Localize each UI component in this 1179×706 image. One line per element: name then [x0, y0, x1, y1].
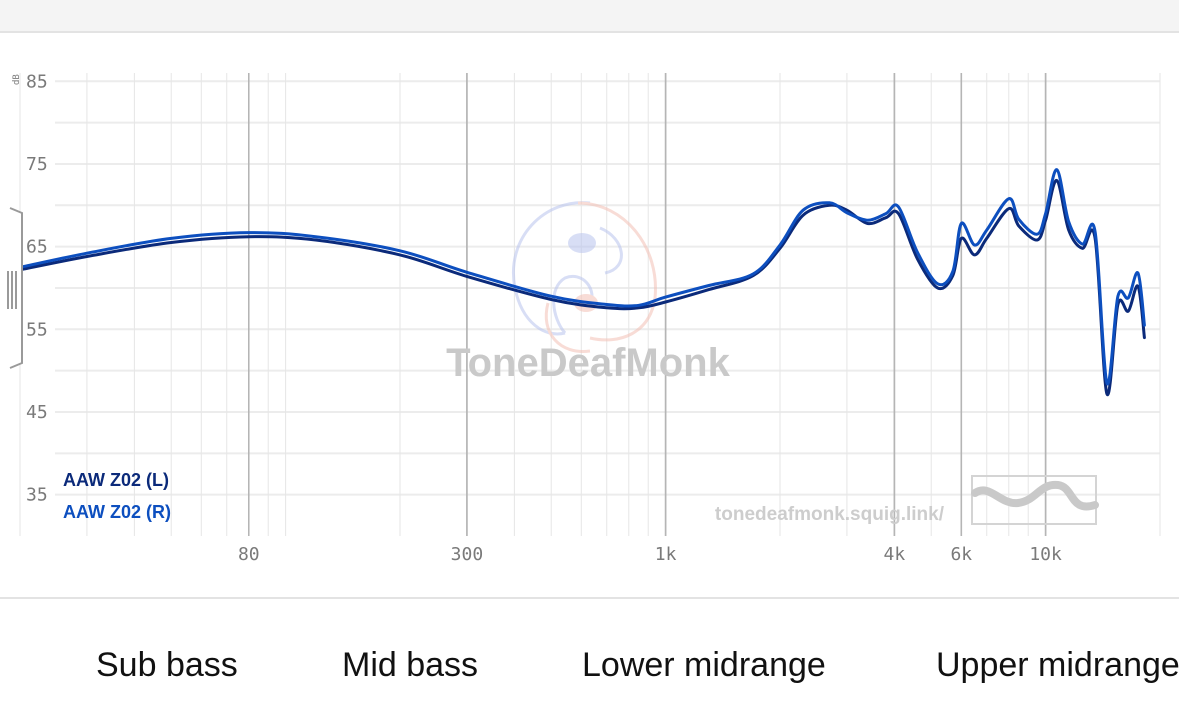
y-tick-label: 85 [26, 71, 48, 92]
frequency-response-graph: ToneDeafMonk 85 75 65 55 45 35 80 300 1k 4k 6k 10k … [0, 33, 1179, 597]
y-tick-label: 55 [26, 319, 48, 340]
series [18, 168, 1146, 397]
grid [19, 73, 1161, 536]
legend-item-left[interactable]: AAW Z02 (L) [63, 470, 169, 490]
footer-url: tonedeafmonk.squig.link/ [715, 504, 945, 525]
top-toolbar-strip [0, 0, 1179, 33]
series-line-left[interactable] [18, 178, 1146, 397]
y-axis-unit: dB [12, 74, 22, 85]
band-label-upper-midrange[interactable]: Upper midrange [936, 646, 1179, 684]
graph-divider [0, 597, 1179, 599]
x-tick-label: 1k [655, 544, 677, 565]
x-tick-label: 80 [238, 544, 260, 565]
axes: 85 75 65 55 45 35 80 300 1k 4k 6k 10k [26, 71, 1062, 565]
y-tick-label: 75 [26, 154, 48, 175]
band-label-lower-midrange[interactable]: Lower midrange [582, 646, 826, 684]
y-tick-label: 45 [26, 402, 48, 423]
series-line-right[interactable] [18, 168, 1146, 386]
x-tick-label: 6k [950, 544, 972, 565]
y-tick-label: 35 [26, 485, 48, 506]
x-tick-label: 300 [451, 544, 484, 565]
x-tick-label: 4k [884, 544, 906, 565]
x-tick-label: 10k [1029, 544, 1062, 565]
squiglink-logo-icon [971, 475, 1099, 525]
legend-item-right[interactable]: AAW Z02 (R) [63, 502, 171, 522]
band-label-mid-bass[interactable]: Mid bass [342, 646, 479, 684]
y-zoom-handle[interactable] [7, 207, 23, 369]
watermark-text: ToneDeafMonk [446, 341, 730, 385]
band-label-sub-bass[interactable]: Sub bass [96, 646, 238, 684]
y-tick-label: 65 [26, 237, 48, 258]
